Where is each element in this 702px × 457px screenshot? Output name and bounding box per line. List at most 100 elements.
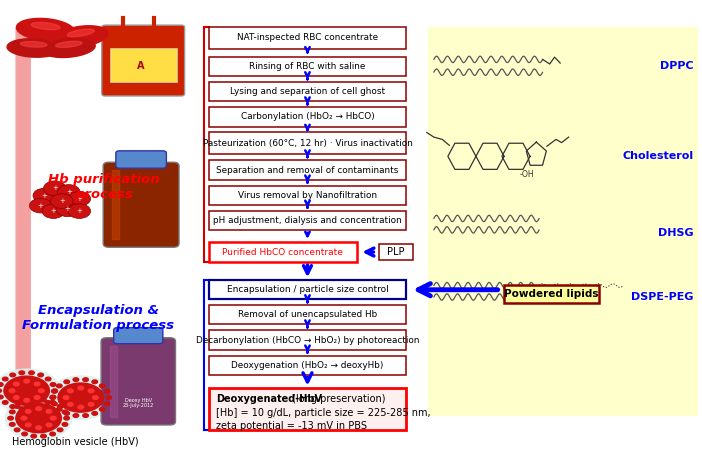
Text: +: +: [41, 192, 47, 199]
Circle shape: [39, 389, 44, 393]
Text: pH adjustment, dialysis and concentration: pH adjustment, dialysis and concentratio…: [213, 216, 402, 225]
Text: DPPC: DPPC: [660, 61, 694, 71]
Circle shape: [33, 188, 55, 203]
Circle shape: [56, 384, 62, 388]
Circle shape: [10, 373, 15, 377]
Circle shape: [38, 405, 44, 409]
Circle shape: [52, 402, 58, 406]
Circle shape: [92, 412, 98, 415]
Text: +: +: [77, 196, 82, 202]
Text: +: +: [59, 198, 65, 204]
Circle shape: [46, 377, 51, 381]
Polygon shape: [31, 22, 60, 30]
Circle shape: [104, 389, 110, 393]
FancyBboxPatch shape: [102, 25, 185, 96]
Circle shape: [50, 395, 55, 399]
Circle shape: [10, 410, 15, 414]
Circle shape: [41, 434, 46, 438]
Circle shape: [56, 202, 79, 217]
Circle shape: [93, 396, 98, 399]
Polygon shape: [48, 376, 114, 419]
Circle shape: [83, 414, 88, 417]
Circle shape: [64, 380, 69, 383]
Text: Virus removal by Nanofiltration: Virus removal by Nanofiltration: [238, 191, 377, 200]
Circle shape: [50, 400, 55, 404]
FancyBboxPatch shape: [209, 330, 406, 350]
Text: (long preservation): (long preservation): [289, 394, 385, 404]
Polygon shape: [20, 42, 47, 47]
Circle shape: [58, 185, 80, 199]
Text: Rinsing of RBC with saline: Rinsing of RBC with saline: [249, 62, 366, 71]
Circle shape: [52, 389, 58, 393]
FancyBboxPatch shape: [209, 160, 406, 180]
Circle shape: [100, 408, 105, 411]
Circle shape: [51, 194, 73, 208]
FancyBboxPatch shape: [209, 280, 406, 299]
Circle shape: [31, 434, 37, 438]
Circle shape: [67, 389, 73, 393]
Text: Encapsulation &
Formulation process: Encapsulation & Formulation process: [22, 303, 174, 332]
Circle shape: [13, 382, 19, 386]
Text: Carbonylation (HbO₂ → HbCO): Carbonylation (HbO₂ → HbCO): [241, 112, 374, 122]
Text: Removal of unencapsulated Hb: Removal of unencapsulated Hb: [238, 310, 377, 319]
Text: +: +: [77, 208, 82, 214]
Circle shape: [46, 401, 51, 404]
Circle shape: [24, 379, 29, 383]
Circle shape: [78, 405, 84, 409]
Circle shape: [24, 399, 29, 402]
Circle shape: [64, 416, 69, 420]
Circle shape: [34, 382, 40, 386]
FancyBboxPatch shape: [209, 82, 406, 101]
FancyBboxPatch shape: [110, 48, 177, 82]
Circle shape: [36, 426, 41, 430]
Circle shape: [8, 416, 13, 420]
Text: Deoxygenated-HbV: Deoxygenated-HbV: [216, 394, 322, 404]
Text: Hb purification
process: Hb purification process: [48, 173, 160, 202]
Circle shape: [56, 408, 62, 411]
Text: Encapsulation / particle size control: Encapsulation / particle size control: [227, 285, 388, 294]
FancyBboxPatch shape: [103, 162, 179, 247]
Circle shape: [42, 204, 65, 218]
Polygon shape: [16, 18, 75, 41]
Circle shape: [68, 191, 91, 206]
Circle shape: [92, 380, 98, 383]
Circle shape: [34, 396, 40, 399]
Text: Pasteurization (60°C, 12 hr) · Virus inactivation: Pasteurization (60°C, 12 hr) · Virus ina…: [203, 138, 412, 148]
Circle shape: [0, 383, 4, 386]
Circle shape: [22, 400, 27, 404]
Text: Deoxy HbV
23-July-2012: Deoxy HbV 23-July-2012: [123, 398, 154, 409]
Circle shape: [64, 412, 69, 415]
Circle shape: [36, 407, 41, 410]
Circle shape: [21, 416, 27, 420]
Circle shape: [58, 383, 104, 413]
Circle shape: [15, 403, 62, 433]
Circle shape: [68, 204, 91, 218]
Text: Cholesterol: Cholesterol: [623, 151, 694, 161]
Circle shape: [29, 371, 34, 375]
Circle shape: [62, 410, 67, 414]
Text: Lysing and separation of cell ghost: Lysing and separation of cell ghost: [230, 87, 385, 96]
Circle shape: [31, 399, 37, 402]
FancyBboxPatch shape: [209, 57, 406, 76]
Text: DSPE-PEG: DSPE-PEG: [631, 292, 694, 302]
Text: Deoxygenation (HbO₂ → deoxyHb): Deoxygenation (HbO₂ → deoxyHb): [231, 361, 384, 370]
Circle shape: [63, 396, 69, 399]
Circle shape: [10, 423, 15, 426]
Circle shape: [100, 384, 105, 388]
Polygon shape: [42, 38, 95, 58]
Text: +: +: [65, 206, 70, 213]
Polygon shape: [55, 41, 82, 48]
Circle shape: [50, 383, 55, 386]
FancyBboxPatch shape: [379, 244, 413, 260]
Circle shape: [50, 432, 55, 436]
Circle shape: [51, 416, 56, 420]
Text: Powdered lipids: Powdered lipids: [504, 289, 599, 299]
Text: A: A: [137, 61, 144, 71]
Circle shape: [29, 407, 34, 410]
Circle shape: [19, 371, 25, 375]
FancyBboxPatch shape: [209, 27, 406, 49]
Circle shape: [29, 198, 52, 213]
Circle shape: [106, 396, 112, 399]
Text: Decarbonylation (HbCO → HbO₂) by photoreaction: Decarbonylation (HbCO → HbO₂) by photore…: [196, 335, 419, 345]
FancyBboxPatch shape: [209, 107, 406, 127]
